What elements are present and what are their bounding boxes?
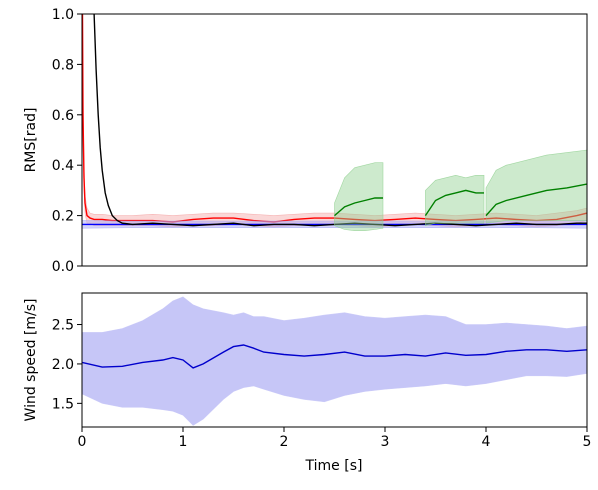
wind-series-0 xyxy=(82,296,587,426)
rms-y-axis-label: RMS[rad] xyxy=(23,108,39,173)
rms-series-3-segment-1-line xyxy=(424,189,484,216)
rms-y-tick-label: 1.0 xyxy=(52,7,74,23)
rms-series-2-line xyxy=(93,14,587,227)
rms-series-2 xyxy=(93,14,587,227)
wind-x-tick-label: 1 xyxy=(179,434,188,450)
wind-series-group xyxy=(82,296,587,426)
wind-y-ticks: 1.5 2.0 2.5 xyxy=(52,318,82,412)
wind-x-tick-label: 0 xyxy=(78,434,87,450)
rms-series-3-segment-2-line xyxy=(485,183,587,217)
wind-y-axis-label: Wind speed [m/s] xyxy=(23,299,39,422)
wind-series-0-line xyxy=(82,344,587,369)
wind-x-tick-label: 4 xyxy=(482,434,491,450)
wind-panel: 1.5 2.0 2.5 0 1 2 3 4 5 Wind speed [m/s] Time [… xyxy=(23,292,592,474)
rms-series-clip xyxy=(82,14,587,231)
rms-y-tick-label: 0.4 xyxy=(52,158,74,174)
rms-y-tick-label: 0.8 xyxy=(52,57,74,73)
wind-plot-frame xyxy=(81,292,588,428)
wind-series-clip xyxy=(82,296,587,426)
rms-series-3-segment-0-band xyxy=(334,162,384,231)
wind-y-tick-label: 1.5 xyxy=(52,396,74,412)
wind-x-tick-label: 3 xyxy=(381,434,390,450)
rms-series-group xyxy=(82,14,587,231)
rms-y-tick-label: 0.2 xyxy=(52,209,74,225)
rms-panel: 0.0 0.2 0.4 0.6 0.8 1.0 RMS[rad] xyxy=(23,7,588,275)
time-x-axis-label: Time [s] xyxy=(305,458,363,474)
wind-y-tick-label: 2.0 xyxy=(52,357,74,373)
rms-plot-frame xyxy=(81,13,588,267)
rms-y-tick-label: 0.0 xyxy=(52,259,74,275)
wind-x-tick-label: 2 xyxy=(280,434,289,450)
rms-y-tick-label: 0.6 xyxy=(52,108,74,124)
wind-x-tick-label: 5 xyxy=(583,434,592,450)
wind-series-0-band xyxy=(82,296,587,426)
rms-series-3-segment-1-band xyxy=(425,174,485,227)
wind-x-ticks: 0 1 2 3 4 5 xyxy=(78,427,592,450)
wind-y-tick-label: 2.5 xyxy=(52,318,74,334)
rms-y-ticks: 0.0 0.2 0.4 0.6 0.8 1.0 xyxy=(52,7,82,275)
rms-series-3 xyxy=(334,149,587,231)
rms-series-3-segment-2-band xyxy=(485,149,587,224)
rms-series-3-segment-0-line xyxy=(334,197,383,217)
